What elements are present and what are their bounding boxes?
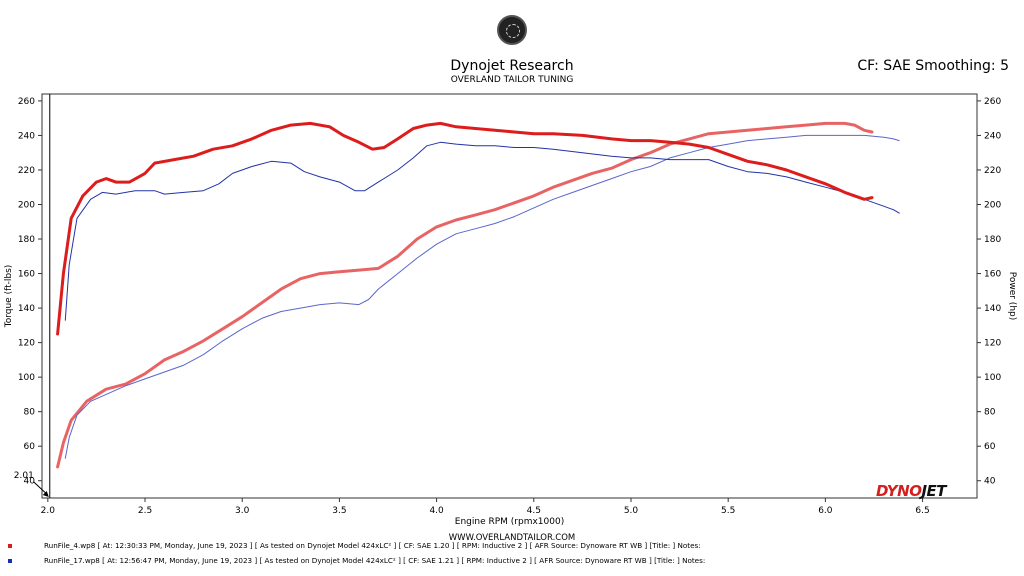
dynojet-seal-logo — [497, 15, 527, 45]
rpm-cursor-label: 2.01 — [14, 471, 34, 481]
y-tick-label-right: 260 — [984, 97, 1001, 107]
dynojet-brand-logo: DYNOJET — [876, 482, 947, 500]
y-tick-label-left: 220 — [18, 166, 35, 176]
series-torque-run17 — [64, 141, 900, 321]
y2-axis-label: Power (hp) — [1007, 272, 1017, 321]
run-description-2: RunFile_17.wp8 [ At: 12:56:47 PM, Monday… — [44, 556, 706, 565]
run-entry-1: RunFile_4.wp8 [ At: 12:30:33 PM, Monday,… — [8, 541, 701, 550]
run-description-1: RunFile_4.wp8 [ At: 12:30:33 PM, Monday,… — [44, 541, 701, 550]
series-power-run17 — [64, 134, 900, 459]
y-tick-label-right: 160 — [984, 270, 1001, 280]
series-torque-run4 — [56, 121, 874, 336]
x-tick-label: 6.0 — [818, 506, 833, 516]
y-tick-label-left: 80 — [24, 408, 36, 418]
x-tick-label: 2.5 — [138, 506, 152, 516]
y-tick-label-left: 60 — [24, 442, 36, 452]
y-tick-label-left: 40 — [24, 477, 36, 487]
y-tick-label-left: 120 — [18, 339, 35, 349]
rpm-cursor-arrowhead — [42, 491, 49, 497]
plot-area — [41, 93, 978, 499]
x-tick-label: 2.0 — [41, 506, 56, 516]
x-tick-label: 3.0 — [235, 506, 250, 516]
y-tick-label-left: 240 — [18, 131, 35, 141]
x-tick-label: 5.5 — [721, 506, 735, 516]
y-tick-label-right: 240 — [984, 131, 1001, 141]
y-tick-label-left: 260 — [18, 97, 35, 107]
y-tick-label-left: 180 — [18, 235, 35, 245]
y-tick-label-left: 160 — [18, 270, 35, 280]
x-tick-label: 3.5 — [332, 506, 346, 516]
y-tick-label-right: 60 — [984, 442, 996, 452]
y-tick-label-right: 180 — [984, 235, 1001, 245]
y-tick-label-right: 140 — [984, 304, 1001, 314]
run-swatch-1 — [8, 544, 12, 548]
y-tick-label-left: 100 — [18, 373, 35, 383]
run-entry-2: RunFile_17.wp8 [ At: 12:56:47 PM, Monday… — [8, 556, 705, 565]
run-swatch-2 — [8, 559, 12, 563]
chart-subtitle: OVERLAND TAILOR TUNING — [450, 75, 574, 85]
y-tick-label-right: 100 — [984, 373, 1001, 383]
y-tick-label-right: 220 — [984, 166, 1001, 176]
y-tick-label-left: 200 — [18, 200, 35, 210]
x-tick-label: 6.5 — [915, 506, 929, 516]
x-tick-label: 5.0 — [624, 506, 639, 516]
correction-settings: CF: SAE Smoothing: 5 — [857, 58, 1009, 74]
series-power-run4 — [56, 121, 874, 469]
y-tick-label-left: 140 — [18, 304, 35, 314]
y-tick-label-right: 40 — [984, 477, 996, 487]
footer-url: WWW.OVERLANDTAILOR.COM — [448, 533, 576, 543]
chart-title: Dynojet Research — [450, 58, 574, 74]
y-tick-label-right: 120 — [984, 339, 1001, 349]
x-axis-label: Engine RPM (rpmx1000) — [455, 517, 564, 527]
y-tick-label-right: 80 — [984, 408, 996, 418]
x-tick-label: 4.5 — [527, 506, 541, 516]
x-tick-label: 4.0 — [429, 506, 444, 516]
y-tick-label-right: 200 — [984, 200, 1001, 210]
y-axis-label: Torque (ft-lbs) — [4, 265, 14, 329]
